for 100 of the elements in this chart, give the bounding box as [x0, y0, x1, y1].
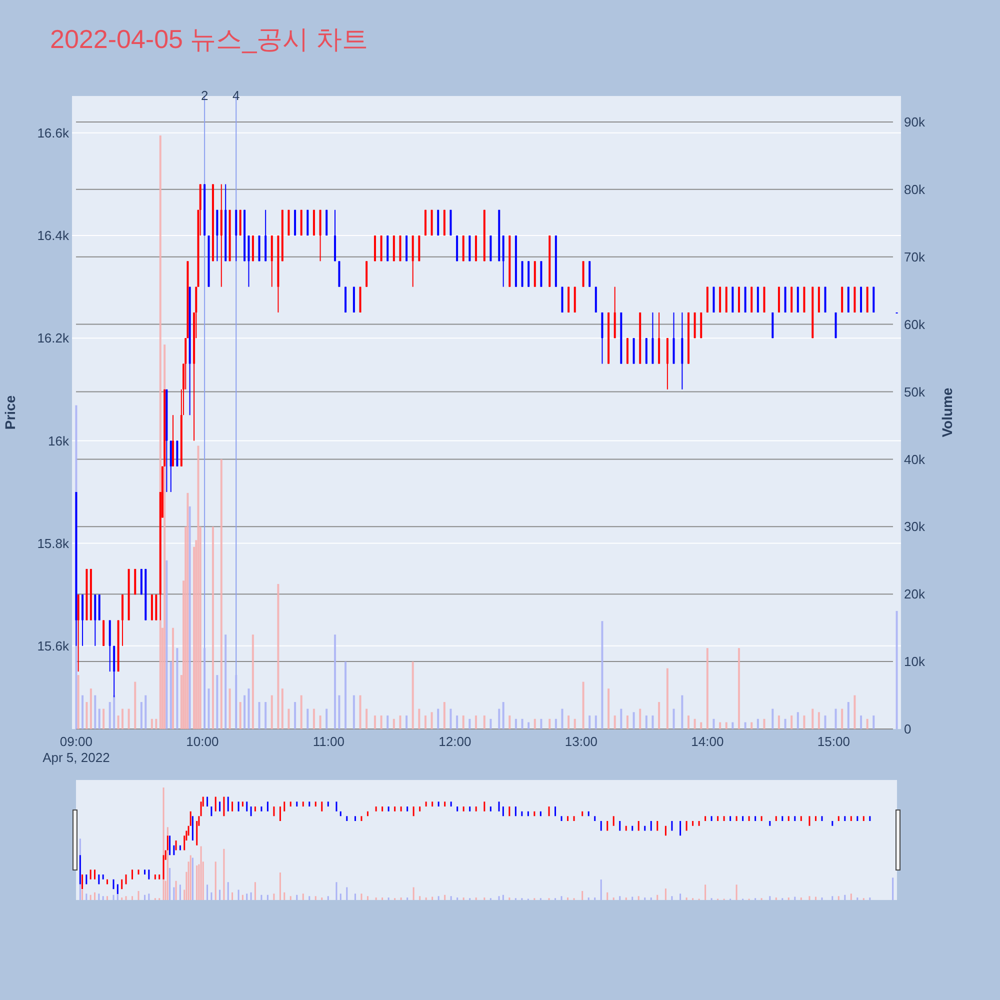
y-tick-label: 16.2k	[37, 330, 70, 346]
bar	[658, 702, 660, 729]
bar	[706, 648, 708, 729]
bar	[166, 560, 168, 729]
y2-tick-label: 70k	[904, 249, 926, 264]
bar	[352, 695, 355, 729]
bar	[248, 688, 250, 729]
bar	[258, 702, 260, 729]
y2-tick-label: 60k	[904, 316, 926, 332]
bar	[712, 718, 715, 729]
bar	[430, 712, 433, 729]
bar	[700, 722, 702, 729]
bar	[82, 695, 84, 729]
bar	[288, 708, 290, 729]
x-tick-label: 11:00	[312, 734, 344, 749]
bar	[399, 716, 402, 729]
bar	[554, 718, 557, 729]
bar	[380, 716, 382, 729]
bar	[264, 702, 267, 729]
bar	[756, 718, 759, 729]
bar	[738, 648, 740, 729]
bar	[117, 716, 120, 729]
bar	[300, 695, 302, 729]
bar	[220, 459, 222, 729]
bar	[319, 716, 322, 729]
bar	[508, 716, 511, 729]
bar	[252, 634, 254, 729]
bar	[694, 718, 696, 729]
bar	[763, 718, 766, 729]
bar	[725, 722, 728, 729]
bar	[216, 675, 218, 729]
bar	[796, 712, 799, 729]
bar	[239, 702, 242, 729]
bar	[108, 702, 111, 729]
bar	[462, 716, 464, 729]
bar	[228, 688, 231, 729]
bar	[176, 648, 178, 729]
bar	[155, 718, 158, 729]
x-tick-label: 15:00	[817, 734, 850, 749]
chart-title: 2022-04-05 뉴스_공시 차트	[50, 24, 368, 54]
bar	[594, 716, 597, 729]
y-tick-label: 15.8k	[37, 536, 70, 551]
bar	[639, 708, 642, 729]
y-tick-label: 16k	[48, 433, 70, 448]
x-tick-label: 14:00	[691, 734, 724, 749]
bar	[140, 702, 142, 729]
y-tick-label: 15.6k	[37, 638, 70, 654]
bar	[128, 708, 130, 729]
bar	[134, 682, 136, 729]
bar	[344, 662, 347, 729]
bar	[666, 668, 668, 729]
bar	[437, 708, 440, 729]
bar	[474, 716, 477, 729]
bar	[338, 695, 340, 729]
bar	[412, 662, 414, 729]
bar	[588, 716, 591, 729]
bar	[98, 708, 100, 729]
bar	[652, 716, 654, 729]
bar	[528, 722, 530, 729]
bar	[568, 716, 570, 729]
bar	[306, 708, 309, 729]
bar	[483, 716, 486, 729]
y-tick-label: 16.4k	[37, 228, 70, 244]
bar	[834, 708, 837, 729]
bar	[608, 688, 610, 729]
x-tick-label: 10:00	[186, 734, 219, 749]
bar	[150, 718, 153, 729]
bar	[406, 716, 408, 729]
bar	[386, 716, 389, 729]
x-tick-label: 12:00	[438, 734, 472, 749]
candlestick	[182, 363, 185, 416]
y2-tick-label: 0	[904, 722, 912, 737]
bar	[334, 634, 336, 729]
bar	[672, 708, 675, 729]
bar	[687, 716, 690, 729]
bar	[645, 716, 648, 729]
bar	[86, 702, 88, 729]
bar	[601, 621, 604, 729]
bar	[235, 675, 238, 729]
bar	[374, 716, 376, 729]
bar	[224, 634, 227, 729]
bar	[77, 675, 80, 729]
bar	[90, 688, 92, 729]
bar	[744, 722, 746, 729]
bar	[514, 718, 517, 729]
y2-tick-label: 50k	[904, 384, 926, 400]
bar	[896, 610, 898, 729]
bar	[208, 688, 210, 729]
bar	[94, 695, 96, 729]
bar	[113, 695, 116, 729]
bar	[803, 716, 806, 729]
bar	[561, 708, 564, 729]
bar	[418, 708, 420, 729]
bar	[866, 718, 868, 729]
bar	[502, 702, 504, 729]
bar	[824, 716, 826, 729]
bar	[582, 682, 584, 729]
bar	[854, 695, 856, 729]
bar	[860, 716, 862, 729]
bar	[750, 722, 753, 729]
